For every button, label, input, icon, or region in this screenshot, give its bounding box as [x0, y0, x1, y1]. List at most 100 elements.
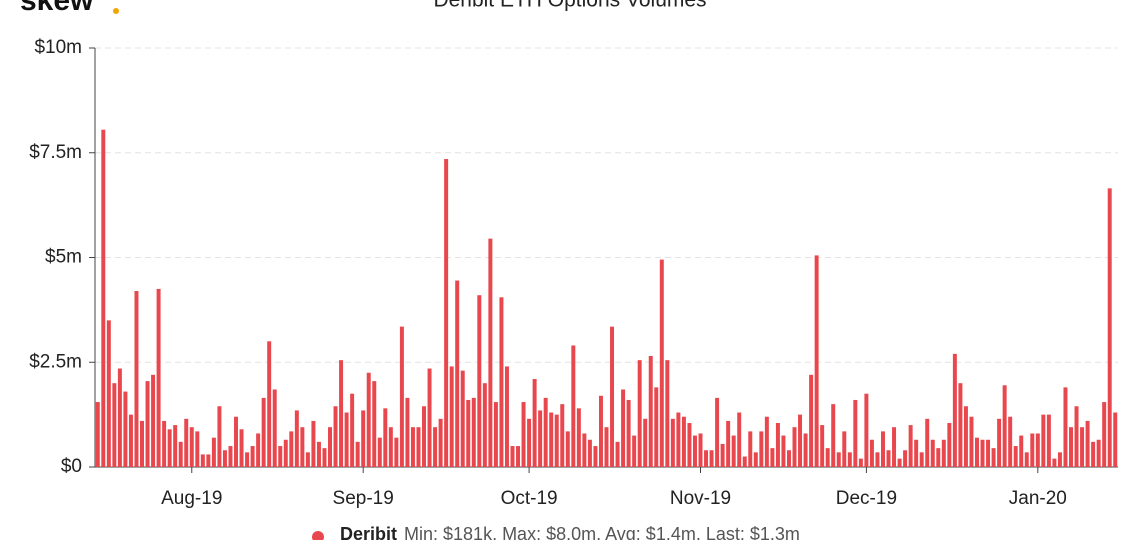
bar: [560, 404, 565, 467]
bar: [283, 439, 288, 467]
bar: [134, 291, 139, 467]
bar: [687, 423, 692, 467]
bar: [388, 427, 393, 467]
bar: [880, 431, 885, 467]
bar: [1008, 416, 1013, 467]
bar: [383, 408, 388, 467]
bar: [610, 326, 615, 467]
bar: [626, 399, 631, 467]
bar: [615, 441, 620, 467]
bar: [781, 435, 786, 467]
bar: [958, 383, 963, 467]
bar: [162, 420, 167, 467]
bar: [632, 435, 637, 467]
bar: [963, 406, 968, 467]
bar: [410, 427, 415, 467]
bar: [112, 383, 117, 467]
bar: [123, 391, 128, 467]
bar: [477, 295, 482, 467]
bar: [261, 397, 266, 467]
bar: [394, 437, 399, 467]
bar: [676, 412, 681, 467]
bar: [344, 412, 349, 467]
bar: [200, 454, 205, 467]
bar: [637, 360, 642, 467]
bar: [803, 433, 808, 467]
bar: [753, 452, 758, 467]
bar: [836, 452, 841, 467]
bar: [316, 441, 321, 467]
bar: [698, 433, 703, 467]
bar: [930, 439, 935, 467]
bar: [1052, 458, 1057, 467]
bar: [576, 408, 581, 467]
bar: [715, 397, 720, 467]
bar: [256, 433, 261, 467]
bar: [377, 437, 382, 467]
bar: [416, 427, 421, 467]
bar: [1019, 435, 1024, 467]
bar: [206, 454, 211, 467]
bar: [493, 402, 498, 467]
bar: [1041, 414, 1046, 467]
bar: [1107, 188, 1112, 468]
bar: [831, 404, 836, 467]
bar: [1030, 433, 1035, 467]
bar: [449, 366, 454, 467]
bar: [455, 280, 460, 467]
bar: [643, 418, 648, 467]
bar: [267, 341, 272, 467]
bar: [571, 345, 576, 467]
bar: [195, 431, 200, 467]
bar: [621, 389, 626, 467]
bar: [272, 389, 277, 467]
bar: [366, 372, 371, 467]
bar: [466, 399, 471, 467]
bar: [1024, 452, 1029, 467]
bar: [659, 259, 664, 467]
x-tick-label: Oct-19: [501, 488, 558, 509]
bar: [919, 452, 924, 467]
bar: [1063, 387, 1068, 467]
bar: [565, 431, 570, 467]
bar: [820, 425, 825, 467]
bar: [145, 381, 150, 467]
y-tick-label: $7.5m: [29, 142, 82, 163]
bar: [709, 450, 714, 467]
bar: [549, 412, 554, 467]
bar: [305, 452, 310, 467]
bar: [914, 439, 919, 467]
bar: [422, 406, 427, 467]
bar: [405, 397, 410, 467]
bar: [1080, 427, 1085, 467]
bar: [1035, 433, 1040, 467]
legend-marker: [312, 531, 324, 540]
bar: [936, 448, 941, 467]
y-tick-label: $0: [61, 456, 82, 477]
bar: [245, 452, 250, 467]
bar: [604, 427, 609, 467]
bar: [151, 374, 156, 467]
bar: [1113, 412, 1118, 467]
bar: [95, 402, 100, 467]
bar: [1091, 441, 1096, 467]
bar: [471, 397, 476, 467]
bar: [798, 414, 803, 467]
bar: [847, 452, 852, 467]
bar: [726, 420, 731, 467]
bar: [106, 320, 111, 467]
x-tick-label: Aug-19: [161, 488, 222, 509]
bar: [189, 427, 194, 467]
bar: [892, 427, 897, 467]
bar: [117, 368, 122, 467]
bar: [731, 435, 736, 467]
bar: [504, 366, 509, 467]
bar: [427, 368, 432, 467]
bar: [173, 425, 178, 467]
bar: [510, 446, 515, 467]
bar: [239, 429, 244, 467]
bar: [222, 450, 227, 467]
bar: [339, 360, 344, 467]
bar: [1002, 385, 1007, 467]
